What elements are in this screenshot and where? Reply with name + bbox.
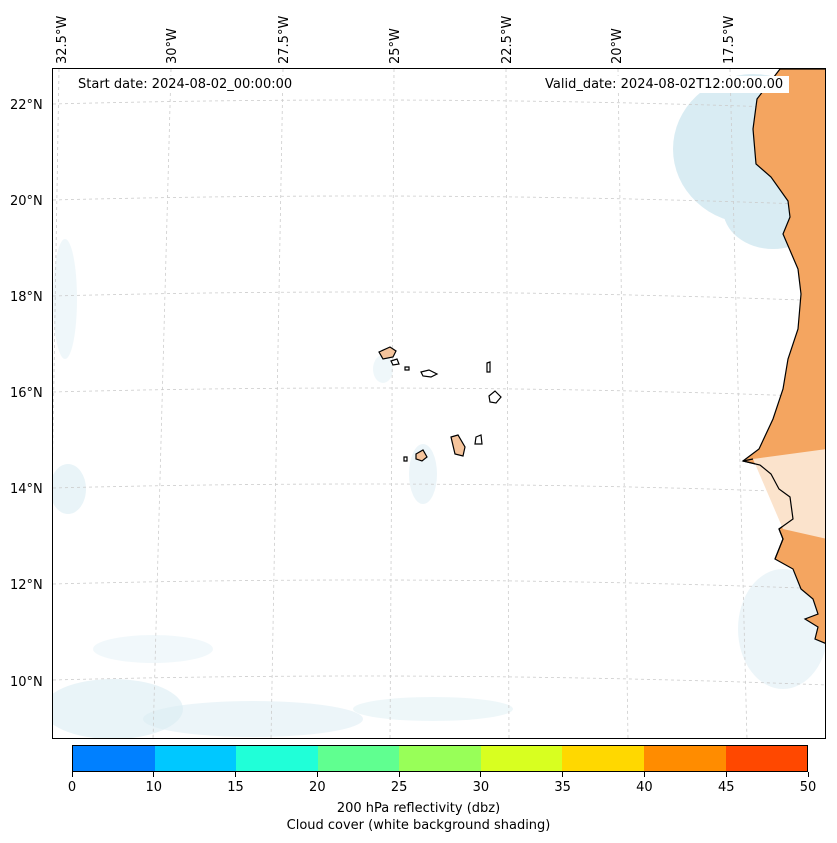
colorbar-segment [480, 746, 563, 771]
reflectivity-colorbar [72, 745, 808, 772]
colorbar-sublabel: Cloud cover (white background shading) [286, 818, 551, 833]
longitude-label: 22.5°W [500, 15, 515, 64]
latitude-label: 10°N [10, 675, 43, 690]
colorbar-tick-label: 0 [67, 780, 77, 795]
colorbar-segment [725, 746, 808, 771]
colorbar-tick [235, 772, 237, 777]
colorbar-tick [807, 772, 809, 777]
latitude-label: 20°N [10, 194, 43, 209]
colorbar-tick-label: 30 [472, 780, 490, 795]
cloud-cover-shading [53, 74, 825, 738]
colorbar-tick-label: 25 [390, 780, 408, 795]
cape-verde-islands [378, 346, 502, 462]
longitude-label: 27.5°W [277, 15, 292, 64]
colorbar-tick-label: 10 [145, 780, 163, 795]
colorbar-tick [643, 772, 645, 777]
colorbar-segment [317, 746, 400, 771]
colorbar-tick [153, 772, 155, 777]
valid-date-label: Valid_date: 2024-08-02T12:00:00.00 [539, 76, 790, 93]
colorbar-segment [562, 746, 644, 771]
colorbar-tick [480, 772, 482, 777]
colorbar-tick-label: 45 [717, 780, 735, 795]
colorbar-segment [154, 746, 237, 771]
longitude-label: 17.5°W [722, 15, 737, 64]
colorbar-tick [562, 772, 564, 777]
colorbar-tick-label: 40 [636, 780, 653, 795]
latitude-label: 22°N [10, 98, 43, 113]
colorbar-segment [236, 746, 318, 771]
colorbar-tick-label: 35 [554, 780, 571, 795]
colorbar-segment [399, 746, 481, 771]
colorbar-tick-label: 20 [309, 780, 326, 795]
colorbar-tick [398, 772, 400, 777]
longitude-label: 30°W [165, 28, 180, 64]
colorbar-tick-label: 50 [799, 780, 817, 795]
colorbar-tick-label: 15 [227, 780, 244, 795]
latitude-label: 16°N [10, 386, 43, 401]
latitude-label: 14°N [10, 482, 43, 497]
colorbar-segment [73, 746, 155, 771]
latitude-label: 18°N [10, 290, 43, 305]
longitude-label: 32.5°W [55, 15, 70, 64]
colorbar-segment [643, 746, 726, 771]
colorbar-tick [71, 772, 73, 777]
colorbar-tick [725, 772, 727, 777]
longitude-label: 25°W [388, 28, 403, 64]
start-date-label: Start date: 2024-08-02_00:00:00 [72, 76, 299, 93]
longitude-label: 20°W [610, 28, 625, 64]
graticule [53, 69, 825, 738]
colorbar-tick [316, 772, 318, 777]
map-panel [52, 68, 826, 739]
map-canvas [53, 69, 825, 738]
colorbar-label: 200 hPa reflectivity (dbz) [336, 801, 501, 816]
africa-landmass [741, 69, 825, 644]
latitude-label: 12°N [10, 578, 43, 593]
